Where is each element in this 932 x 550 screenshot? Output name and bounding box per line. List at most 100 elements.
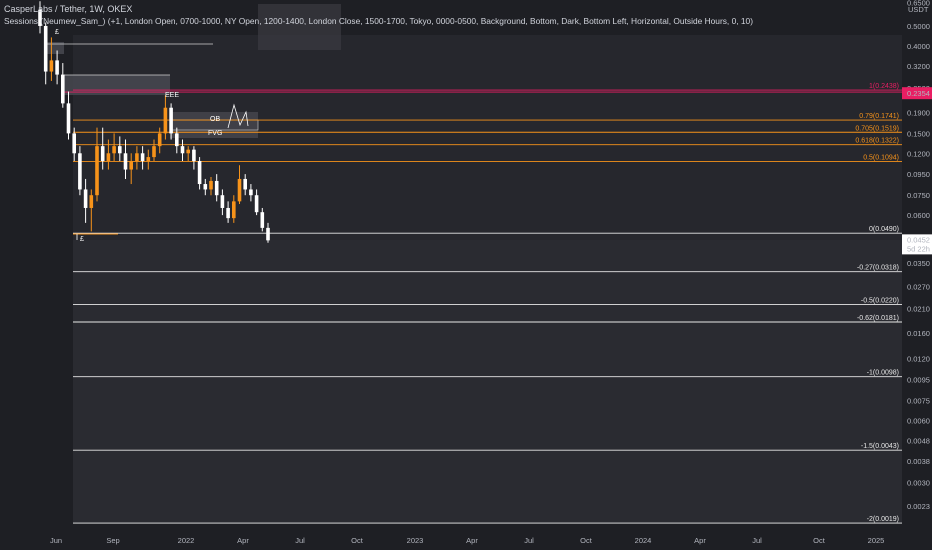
y-axis[interactable]: USDT0.65000.50000.40000.32000.25000.1900… [902,0,932,550]
fib-label: 0.705(0.1519) [855,125,899,132]
y-axis-background [902,0,932,550]
session-background [73,240,902,524]
x-axis-label: Jul [295,536,305,545]
y-axis-tick: 0.0075 [907,397,930,406]
x-axis-label: Apr [237,536,249,545]
session-box-top [258,4,341,50]
x-axis-label: Apr [694,536,706,545]
annotations: £ £ OB FVG EEE [55,29,249,243]
candle-body [243,178,247,190]
candle-body [140,153,145,162]
candle-body [72,133,76,154]
x-axis-label: 2025 [868,536,885,545]
fib-label: -1(0.0098) [867,370,899,377]
fib-label: -2(0.0019) [867,516,899,523]
y-axis-tick: 0.0600 [907,211,930,220]
x-axis-label: Oct [813,536,826,545]
candle-body [192,149,196,162]
y-axis-tick: 0.0750 [907,191,930,200]
fib-label: -0.5(0.0220) [861,298,899,305]
y-axis-tick: 0.1200 [907,149,930,158]
candle-body [43,26,48,72]
candle-body [169,107,173,134]
x-axis[interactable]: Jun Sep 2022 Apr Jul Oct 2023 Apr Jul Oct 2024 Apr J… [50,536,884,545]
x-axis-label: Jul [752,536,762,545]
x-axis-label: Oct [580,536,593,545]
candle-body [152,146,156,158]
indicator-legend[interactable]: Sessions (Neumew_Sam_) (+1, London Open,… [4,16,754,26]
candle-body [203,184,208,190]
y-axis-tick: 0.5000 [907,22,930,31]
candle-body [214,180,219,196]
annotation-pound-low: £ [80,236,84,243]
candle-body [135,153,139,162]
y-axis-tick: 0.0950 [907,170,930,179]
last-price-countdown: 5d 22h [907,244,930,253]
candle-body [146,157,151,162]
candle-body [266,227,270,241]
y-axis-tick: 0.0350 [907,259,930,268]
x-axis-label: Sep [106,536,119,545]
candle-body [254,195,259,213]
candle-body [249,189,253,196]
fib-label: 1(0.2438) [869,83,899,90]
y-axis-tick: 0.6500 [907,0,930,8]
y-axis-tick: 0.1500 [907,129,930,138]
y-axis-tick: 0.1900 [907,108,930,117]
y-axis-tick: 0.0160 [907,329,930,338]
candle-body [123,153,128,170]
candle-body [61,74,65,104]
candle-body [83,189,88,208]
y-axis-unit: USDT [908,5,929,14]
candle-body [66,103,71,134]
fib-label: -0.62(0.0181) [857,315,899,322]
x-axis-label: Jun [50,536,62,545]
candle-body [112,146,116,154]
candle-body [186,149,190,154]
x-axis-label: Jul [524,536,534,545]
y-axis-tick: 0.4000 [907,42,930,51]
candle-body [237,178,242,202]
price-tag [902,87,932,100]
fib-label: -1.5(0.0043) [861,443,899,450]
fib-label: 0.5(0.1094) [863,155,899,162]
y-axis-tick: 0.3200 [907,62,930,71]
candle-body [197,161,202,185]
candle-body [78,153,82,190]
annotation-pound: £ [55,29,59,36]
fib-label: -0.27(0.0318) [857,265,899,272]
candles [38,1,270,243]
x-axis-label: Apr [466,536,478,545]
candle-body [89,195,94,208]
candle-body [209,180,213,190]
annotation-fvg: FVG [208,130,222,137]
candle-body [220,195,225,208]
y-axis-tick: 0.0048 [907,436,930,445]
candle-body [232,201,236,219]
y-axis-tick: 0.0023 [907,502,930,511]
x-axis-label: 2022 [178,536,195,545]
last-price-tag [902,234,932,255]
y-axis-tick: 0.0060 [907,416,930,425]
candle-body [157,133,162,147]
session-backgrounds [73,4,902,524]
y-axis-tick: 0.0095 [907,375,930,384]
y-axis-tick: 0.0030 [907,478,930,487]
candle-body [163,107,168,134]
candle-body [180,146,185,154]
x-axis-label: 2024 [635,536,652,545]
candle-body [226,207,230,219]
fib-label: 0.79(0.1741) [859,113,899,120]
candle-body [129,161,133,170]
range-box [44,42,64,54]
last-price-label: 0.0452 [907,235,930,244]
y-axis-tick: 0.0210 [907,305,930,314]
x-axis-label: 2023 [407,536,424,545]
candle-body [38,9,42,26]
fib-label: 0(0.0490) [869,226,899,233]
x-axis-label: Oct [351,536,364,545]
projection-path [227,103,249,129]
candle-body [175,133,179,147]
candle-body [106,153,111,162]
